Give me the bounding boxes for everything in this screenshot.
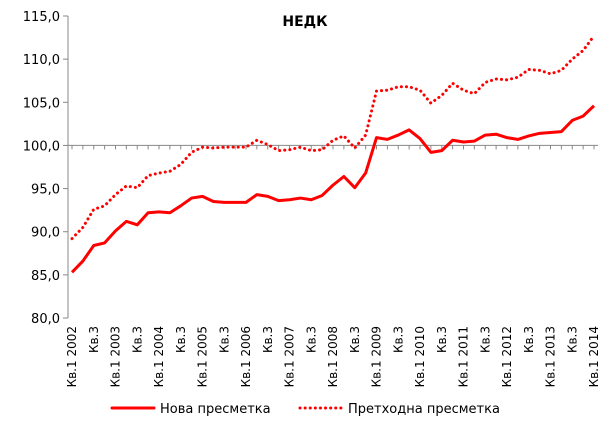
y-tick-label: 100,0 (23, 139, 60, 154)
x-tick-label: Кв.3 (348, 326, 362, 353)
y-tick-label: 105,0 (23, 96, 60, 111)
x-tick-label: Кв.3 (217, 326, 231, 353)
x-tick-label: Кв.3 (130, 326, 144, 353)
x-tick-label: Кв.3 (304, 326, 318, 353)
x-tick-label: Кв.1 2014 (587, 326, 601, 387)
x-tick-label: Кв.3 (478, 326, 492, 353)
x-tick-label: Кв.3 (174, 326, 188, 353)
x-tick-label: Кв.1 2013 (544, 326, 558, 387)
x-tick-label: Кв.1 2006 (239, 326, 253, 387)
x-tick-label: Кв.1 2010 (413, 326, 427, 387)
x-tick-label: Кв.3 (87, 326, 101, 353)
legend-label: Нова пресметка (160, 402, 271, 417)
y-tick-label: 110,0 (23, 53, 60, 68)
x-tick-label: Кв.3 (435, 326, 449, 353)
chart-title: НЕДК (282, 14, 328, 30)
x-tick-label: Кв.1 2009 (370, 326, 384, 387)
series-line (70, 104, 596, 274)
x-tick-label: Кв.1 2008 (326, 326, 340, 387)
series-line (70, 34, 596, 241)
x-tick-label: Кв.1 2012 (500, 326, 514, 387)
x-tick-label: Кв.3 (391, 326, 405, 353)
x-tick-label: Кв.1 2011 (457, 326, 471, 387)
x-tick-label: Кв.1 2004 (152, 326, 166, 387)
y-tick-label: 80,0 (31, 312, 60, 327)
y-tick-label: 85,0 (31, 269, 60, 284)
x-tick-label: Кв.3 (522, 326, 536, 353)
x-tick-label: Кв.3 (565, 326, 579, 353)
x-tick-label: Кв.1 2005 (196, 326, 210, 387)
y-tick-label: 95,0 (31, 183, 60, 198)
x-tick-label: Кв.1 2007 (283, 326, 297, 387)
x-tick-label: Кв.3 (261, 326, 275, 353)
legend-label: Претходна пресметка (348, 402, 500, 417)
x-tick-label: Кв.1 2003 (109, 326, 123, 387)
y-tick-label: 115,0 (23, 10, 60, 25)
y-tick-label: 90,0 (31, 226, 60, 241)
x-tick-label: Кв.1 2002 (65, 326, 79, 387)
